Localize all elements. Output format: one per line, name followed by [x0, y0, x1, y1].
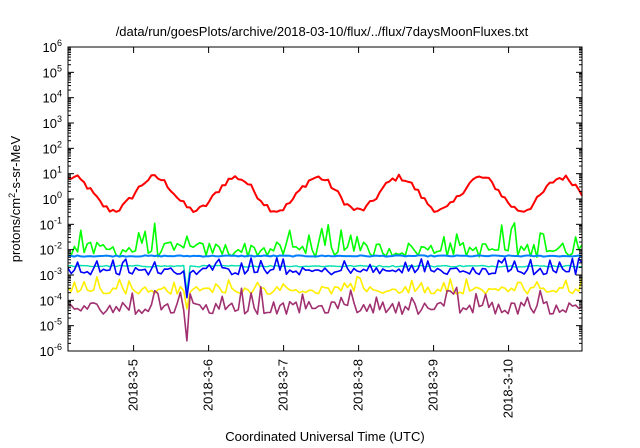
y-tick-label: 10-4 — [40, 291, 62, 308]
series-line — [67, 222, 583, 259]
series-line — [67, 254, 583, 258]
y-tick-label-exp: 2 — [57, 139, 62, 149]
x-tick-label: 2018-3-7 — [276, 359, 291, 411]
series-line — [67, 285, 583, 342]
y-axis-label: protons/cm2-s-sr-MeV — [7, 135, 23, 262]
y-tick-label-exp: -4 — [54, 291, 62, 301]
x-tick-label: 2018-3-8 — [351, 359, 366, 411]
y-tick-label-base: 10 — [40, 344, 54, 359]
x-tick-label: 2018-3-10 — [501, 359, 516, 418]
x-axis: 2018-3-5 2018-3-6 2018-3-7 2018-3-8 2018-3-9… — [126, 47, 516, 418]
plot-lines — [67, 173, 583, 342]
chart-title: /data/run/goesPlots/archive/2018-03-10/f… — [116, 24, 529, 39]
series-line — [67, 275, 583, 310]
y-tick-label-exp: 1 — [57, 165, 62, 175]
y-tick-label-base: 10 — [40, 268, 54, 283]
x-tick-label: 2018-3-5 — [126, 359, 141, 411]
y-tick-label-exp: -5 — [54, 317, 62, 327]
y-tick-label-base: 10 — [40, 243, 54, 258]
y-axis-label-prefix: protons/cm — [8, 198, 23, 262]
y-tick-label-base: 10 — [43, 167, 57, 182]
x-axis-label: Coordinated Universal Time (UTC) — [225, 429, 424, 444]
y-tick-label: 102 — [43, 139, 62, 156]
y-tick-label: 105 — [43, 63, 62, 80]
y-tick-label-base: 10 — [43, 40, 57, 55]
y-axis-label-suffix: -s-sr-MeV — [8, 135, 23, 192]
y-tick-label-exp: -1 — [54, 215, 62, 225]
y-tick-label: 106 — [43, 38, 62, 55]
y-tick-label-base: 10 — [43, 116, 57, 131]
y-tick-label-exp: 4 — [57, 89, 62, 99]
y-tick-label-base: 10 — [40, 217, 54, 232]
y-tick-label-exp: 0 — [57, 190, 62, 200]
y-tick-label-exp: -6 — [54, 342, 62, 352]
y-axis-label-sup: 2 — [7, 193, 17, 198]
y-tick-label: 100 — [43, 190, 62, 207]
y-tick-label: 10-5 — [40, 317, 62, 334]
y-tick-label: 10-3 — [40, 266, 62, 283]
y-tick-label: 10-6 — [40, 342, 62, 359]
y-tick-label-base: 10 — [40, 319, 54, 334]
y-tick-label: 10-2 — [40, 241, 62, 258]
y-tick-label-base: 10 — [43, 65, 57, 80]
y-tick-label-exp: 5 — [57, 63, 62, 73]
series-line — [67, 173, 583, 213]
y-tick-label: 104 — [43, 89, 62, 106]
x-tick-label: 2018-3-6 — [201, 359, 216, 411]
y-tick-label-base: 10 — [43, 141, 57, 156]
y-tick-label-exp: -3 — [54, 266, 62, 276]
y-tick-label: 103 — [43, 114, 62, 131]
y-tick-label-base: 10 — [40, 293, 54, 308]
y-tick-label-exp: 3 — [57, 114, 62, 124]
y-tick-label-exp: 6 — [57, 38, 62, 48]
series-line — [67, 256, 583, 299]
x-tick-label: 2018-3-9 — [426, 359, 441, 411]
y-tick-label-base: 10 — [43, 192, 57, 207]
y-tick-label-base: 10 — [43, 91, 57, 106]
y-axis: 10-610-510-410-310-210-11001011021031041… — [40, 38, 582, 359]
y-tick-label: 101 — [43, 165, 62, 182]
y-tick-label-exp: -2 — [54, 241, 62, 251]
y-tick-label: 10-1 — [40, 215, 62, 232]
